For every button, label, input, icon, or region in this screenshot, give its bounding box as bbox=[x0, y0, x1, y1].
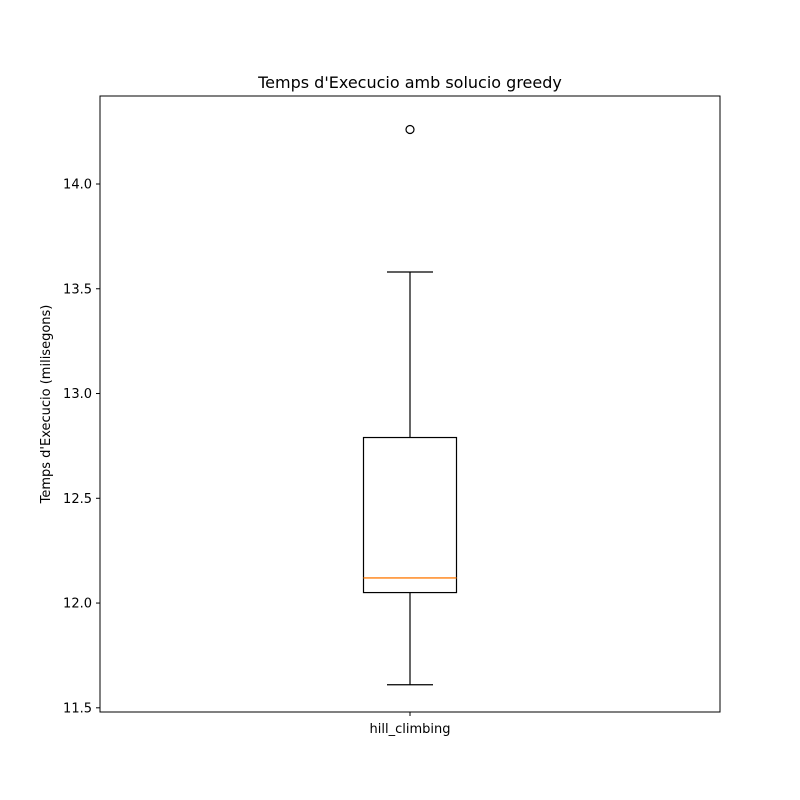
y-axis-ticks: 11.5 12.0 12.5 13.0 13.5 14.0 bbox=[63, 178, 100, 716]
x-axis-ticks: hill_climbing bbox=[370, 712, 451, 737]
y-tick-label: 13.5 bbox=[63, 282, 92, 297]
outlier-point bbox=[405, 124, 415, 135]
y-tick-label: 13.0 bbox=[63, 387, 92, 402]
chart-title: Temps d'Execucio amb solucio greedy bbox=[257, 73, 562, 92]
y-tick-label: 11.5 bbox=[63, 701, 92, 716]
iqr-box bbox=[362, 436, 458, 594]
y-tick-label: 14.0 bbox=[63, 178, 92, 193]
box-group bbox=[362, 124, 458, 686]
x-tick-label: hill_climbing bbox=[370, 722, 451, 737]
y-axis-label: Temps d'Execucio (milisegons) bbox=[39, 305, 54, 505]
y-tick-label: 12.0 bbox=[63, 597, 92, 612]
y-tick-label: 12.5 bbox=[63, 492, 92, 507]
